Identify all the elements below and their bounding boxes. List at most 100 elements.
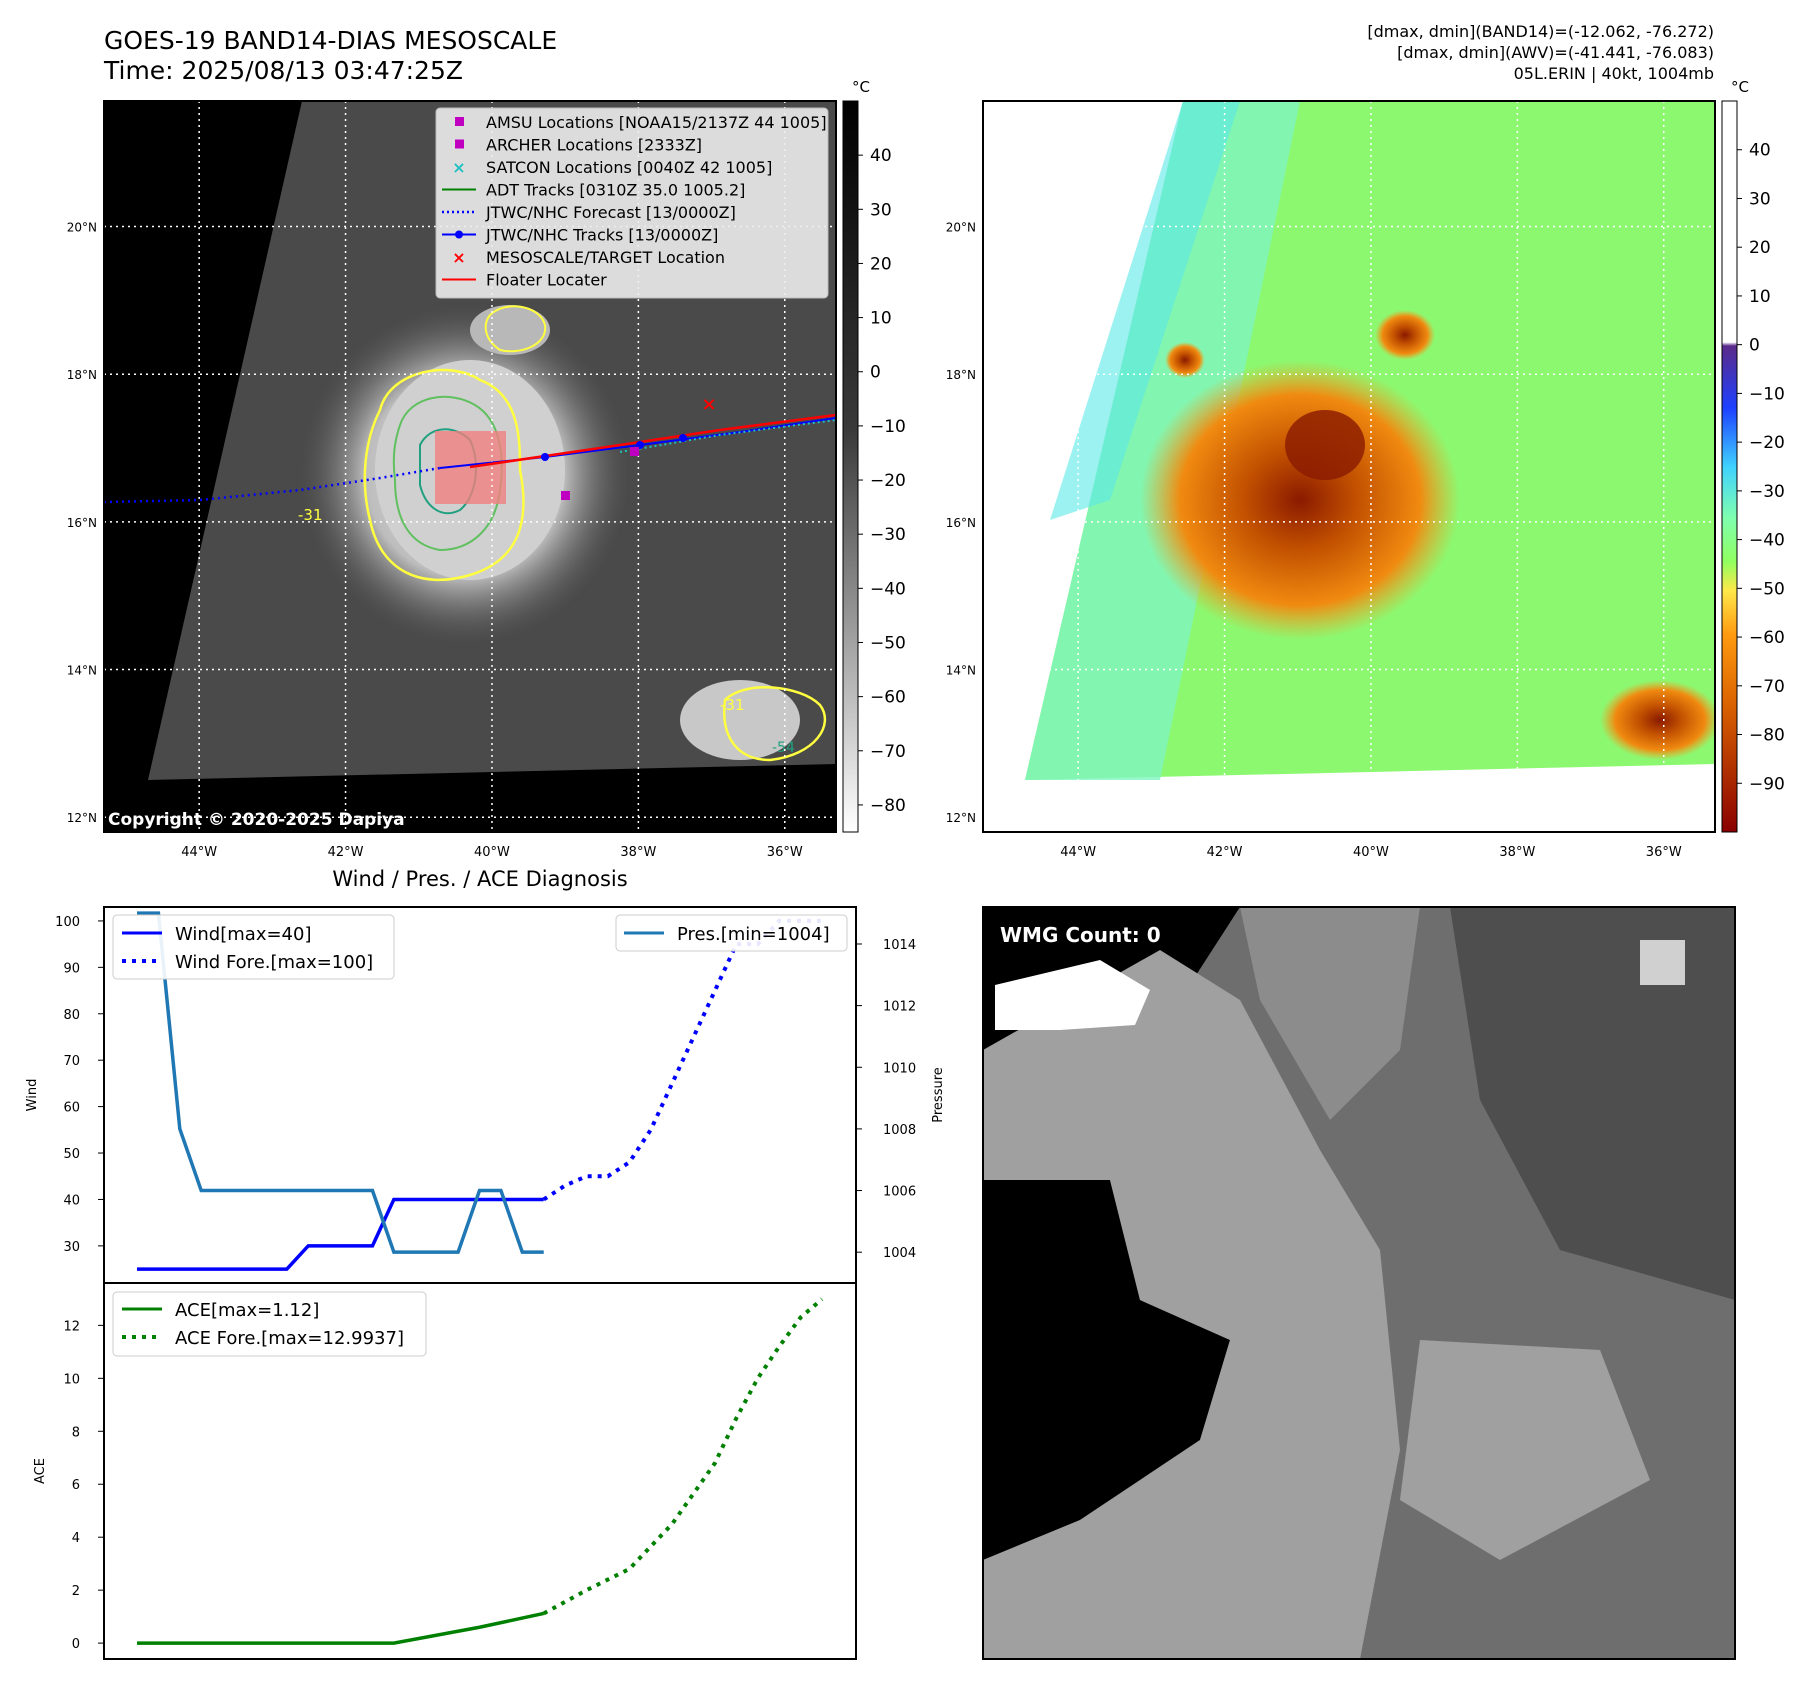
ir-cloud-se	[680, 680, 800, 760]
lon-tick-label: 36°W	[1646, 845, 1682, 860]
wind-ytick-label: 70	[63, 1054, 80, 1069]
pres-ytick-label: 1004	[883, 1246, 916, 1261]
pres-legend-box	[615, 914, 848, 952]
color-storm	[1140, 360, 1460, 640]
color-map-grid	[983, 101, 1715, 832]
ace-legend: ACE[max=1.12] ACE Fore.[max=12.9937]	[112, 1291, 427, 1357]
track-point	[541, 453, 549, 461]
ir-map-tracks: ×	[104, 394, 836, 504]
colorbar-tick-label: 40	[870, 146, 892, 166]
acefore-legend-label: ACE Fore.[max=12.9937]	[175, 1328, 404, 1349]
colorbar-tick-label: −80	[870, 796, 906, 816]
legend-label: AMSU Locations [NOAA15/2137Z 44 1005]	[486, 113, 827, 132]
ace-ytick-label: 6	[72, 1478, 80, 1493]
pres-ylabel: Pressure	[931, 1067, 946, 1123]
wind-ytick-label: 90	[63, 961, 80, 976]
legend-marker: ×	[452, 248, 465, 267]
wind-ytick-label: 40	[63, 1193, 80, 1208]
colorbar-tick-label: −80	[1749, 726, 1785, 746]
colorbar-tick-label: −50	[870, 633, 906, 653]
colorbar-tick-label: −40	[1749, 531, 1785, 551]
colorbar-tick-label: 10	[870, 309, 892, 329]
wind-pressure-chart: 100 90 80 70 60 50 40 30 1014 1012 1010 1008 1006 10…	[25, 906, 946, 1284]
color-colorbar	[1721, 100, 1738, 833]
wmg-light-ne	[1640, 940, 1685, 985]
ace-ytick-label: 2	[72, 1584, 80, 1599]
ace-ytick-label: 8	[72, 1425, 80, 1440]
colorbar-tick-label: −30	[870, 525, 906, 545]
contour-label-54: -54	[772, 740, 795, 756]
gray-colorbar	[842, 100, 859, 833]
pres-ytick-label: 1012	[883, 1000, 916, 1015]
windfore-legend-label: Wind Fore.[max=100]	[175, 952, 373, 973]
lon-tick-label: 42°W	[1207, 845, 1243, 860]
contour-label-31: -31	[298, 506, 323, 524]
pres-ytick-label: 1010	[883, 1061, 916, 1076]
copyright: Copyright © 2020-2025 Dapiya	[108, 810, 405, 830]
lon-tick-label: 38°W	[1499, 845, 1535, 860]
series-ace-fore--max---------	[542, 1297, 824, 1616]
lat-tick-label: 16°N	[67, 516, 97, 530]
color-map-frame	[982, 100, 1716, 833]
ir-contour-n	[484, 305, 547, 353]
colorbar-tick-label: −60	[1749, 628, 1785, 648]
lat-tick-label: 18°N	[946, 368, 976, 382]
pres-ytick-label: 1008	[883, 1123, 916, 1138]
wmg-gray-light	[983, 950, 1400, 1659]
colorbar-tick-label: −40	[870, 579, 906, 599]
lat-tick-label: 20°N	[946, 221, 976, 235]
ir-contour-mid	[392, 395, 503, 552]
color-cloud-n	[1375, 310, 1435, 360]
legend-label: JTWC/NHC Tracks [13/0000Z]	[485, 226, 718, 245]
colorbar-tick-label: −50	[1749, 579, 1785, 599]
colorbar-tick-label: −30	[1749, 482, 1785, 502]
wmg-frame	[982, 906, 1736, 1660]
legend-marker	[455, 230, 463, 239]
colorbar-tick-label: 30	[1749, 189, 1771, 209]
lon-tick-label: 40°W	[474, 845, 510, 860]
wind-ytick-label: 80	[63, 1008, 80, 1023]
ace-ylabel: ACE	[33, 1458, 48, 1484]
ace-ytick-label: 0	[72, 1637, 80, 1652]
lon-tick-label: 42°W	[328, 845, 364, 860]
ir-contour-outer	[363, 368, 525, 582]
lat-tick-label: 18°N	[67, 368, 97, 382]
color-cloud-se	[1600, 680, 1715, 760]
ace-ytick-label: 4	[72, 1531, 80, 1546]
satcon-track	[619, 419, 836, 453]
ace-chart: 12 10 8 6 4 2 0 ACE ACE[max=1.12] ACE Fore.[ma…	[33, 1282, 857, 1660]
wind-ytick-label: 100	[55, 915, 80, 930]
figure-time: Time: 2025/08/13 03:47:25Z	[104, 56, 463, 85]
colorbar-tick-label: −70	[870, 742, 906, 762]
colorbar-tick-label: 20	[870, 254, 892, 274]
ir-contour-se	[722, 686, 827, 762]
ir-map-frame	[103, 100, 837, 833]
legend-label: ADT Tracks [0310Z 35.0 1005.2]	[486, 181, 745, 200]
ace-ytick-label: 12	[63, 1319, 80, 1334]
awv-range: [dmax, dmin](AWV)=(-41.441, -76.083)	[1397, 43, 1714, 62]
wind-ytick-label: 30	[63, 1240, 80, 1255]
lat-tick-label: 12°N	[946, 811, 976, 825]
archer-marker	[630, 447, 639, 456]
target-marker: ×	[701, 394, 716, 415]
lon-tick-label: 44°W	[1060, 845, 1096, 860]
pres-ytick-label: 1006	[883, 1185, 916, 1200]
band14-range: [dmax, dmin](BAND14)=(-12.062, -76.272)	[1367, 22, 1714, 41]
lon-tick-label: 40°W	[1353, 845, 1389, 860]
lat-tick-label: 14°N	[946, 664, 976, 678]
legend-marker: ×	[452, 158, 465, 177]
colorbar-tick-label: −10	[870, 417, 906, 437]
ace-legend-label: ACE[max=1.12]	[175, 1300, 319, 1321]
legend-label: ARCHER Locations [2333Z]	[486, 136, 702, 155]
wmg-gray-mid	[1240, 907, 1420, 1120]
lon-tick-label: 38°W	[620, 845, 656, 860]
ace-legend-box	[112, 1291, 427, 1357]
colorbar-tick-label: −20	[1749, 433, 1785, 453]
wind-chart-frame	[103, 906, 857, 1284]
legend-box	[435, 107, 829, 299]
pres-ytick-label: 1014	[883, 938, 916, 953]
color-storm-coldest	[1285, 410, 1365, 480]
lat-tick-label: 20°N	[67, 221, 97, 235]
pres-legend-label: Pres.[min=1004]	[677, 924, 830, 945]
color-colorbar-unit: °C	[1731, 78, 1749, 96]
